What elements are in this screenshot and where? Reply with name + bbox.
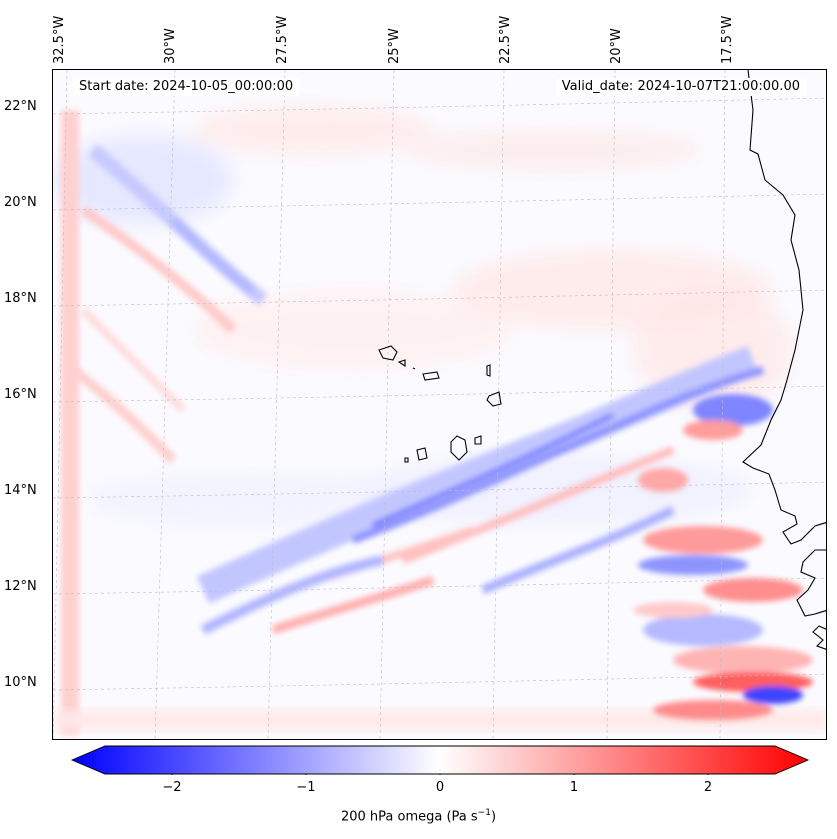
map-panel: Start date: 2024-10-05_00:00:00 Valid_da…: [52, 69, 827, 740]
lon-tick-label: 30°W: [163, 28, 178, 64]
lon-tick-label: 17.5°W: [720, 15, 735, 64]
lat-tick-label: 12°N: [4, 579, 37, 594]
lat-tick-label: 14°N: [4, 483, 37, 498]
edge-band: [61, 110, 79, 735]
central-band: [196, 345, 765, 635]
lat-tick-label: 18°N: [4, 291, 37, 306]
start-date-annotation: Start date: 2024-10-05_00:00:00: [73, 78, 300, 96]
omega-field: [53, 70, 826, 739]
lat-tick-label: 10°N: [4, 675, 37, 690]
colorbar-tick-label: −2: [162, 780, 182, 795]
valid-date-annotation: Valid_date: 2024-10-07T21:00:00.00: [555, 78, 806, 96]
lon-tick-label: 22.5°W: [498, 15, 513, 64]
lat-tick-label: 20°N: [4, 195, 37, 210]
lat-tick-label: 22°N: [4, 99, 37, 114]
se-convection: [633, 394, 813, 720]
lon-tick-label: 25°W: [387, 28, 402, 64]
african-coastline: [742, 70, 826, 650]
lon-tick-label: 32.5°W: [52, 15, 67, 64]
lat-tick-label: 16°N: [4, 387, 37, 402]
colorbar-tick-label: 0: [435, 780, 445, 795]
colorbar-tick-label: −1: [296, 780, 316, 795]
colorbar: [70, 745, 810, 775]
colorbar-tick-label: 1: [569, 780, 579, 795]
colorbar-label: 200 hPa omega (Pa s−1): [340, 808, 497, 825]
graticule: [53, 70, 826, 739]
lon-tick-label: 27.5°W: [275, 15, 290, 64]
colorbar-body: [70, 745, 810, 775]
lon-tick-label: 20°W: [609, 28, 624, 64]
cape-verde-islands: [378, 345, 502, 463]
colorbar-tick-label: 2: [703, 780, 713, 795]
